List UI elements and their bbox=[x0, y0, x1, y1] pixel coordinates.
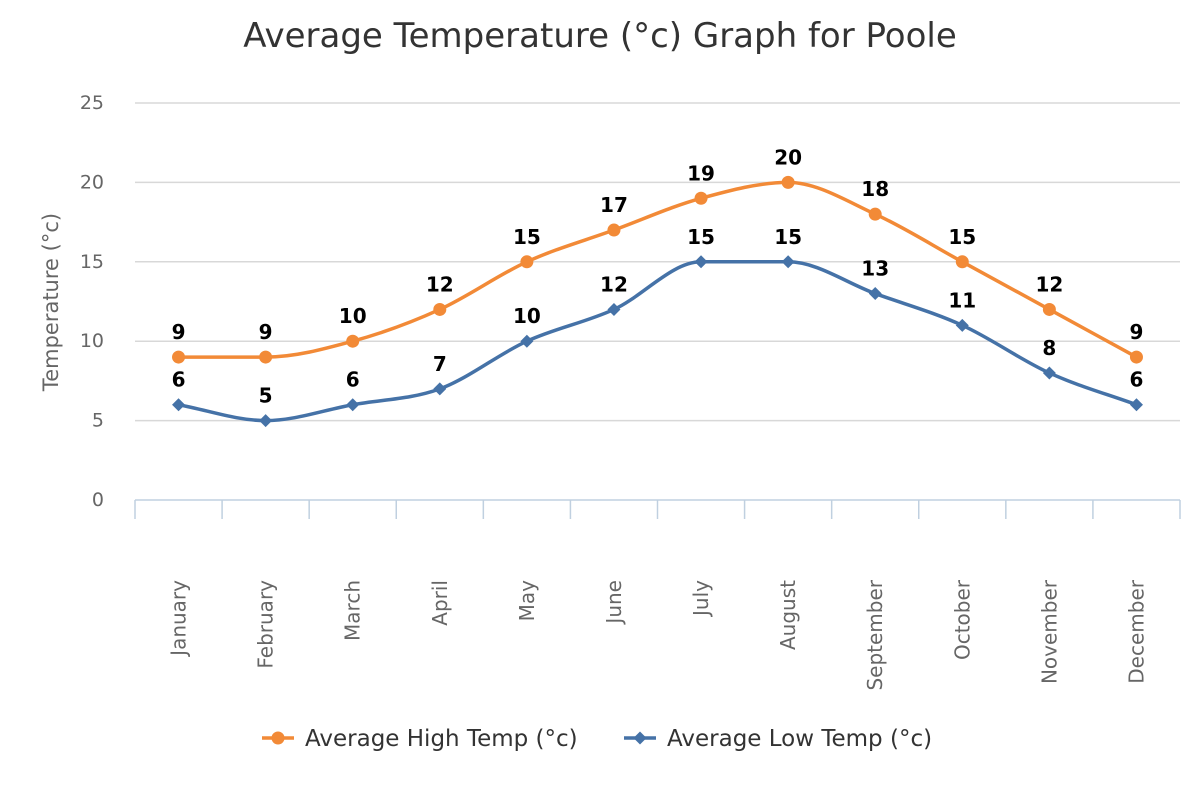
x-tick-label: August bbox=[776, 580, 800, 650]
data-label-high: 10 bbox=[339, 304, 367, 328]
data-label-high: 12 bbox=[1035, 272, 1063, 296]
legend-marker[interactable] bbox=[633, 731, 647, 745]
x-tick-label: July bbox=[689, 580, 713, 618]
data-point-low[interactable] bbox=[172, 398, 186, 412]
x-axis: January February March April May June July Augu… bbox=[134, 499, 1181, 691]
data-point-high[interactable] bbox=[694, 191, 708, 205]
data-point-low[interactable] bbox=[955, 318, 969, 332]
data-label-low: 15 bbox=[774, 225, 802, 249]
grid-lines bbox=[135, 102, 1180, 422]
data-label-high: 15 bbox=[513, 225, 541, 249]
data-label-low: 6 bbox=[172, 368, 186, 392]
data-point-high[interactable] bbox=[1042, 302, 1056, 316]
chart-title: Average Temperature (°c) Graph for Poole bbox=[243, 16, 957, 56]
data-label-high: 9 bbox=[1129, 320, 1143, 344]
data-label-high: 9 bbox=[172, 320, 186, 344]
series-line-high bbox=[178, 180, 1138, 359]
y-tick-label: 20 bbox=[80, 171, 104, 193]
data-label-high: 15 bbox=[948, 225, 976, 249]
y-tick-label: 5 bbox=[92, 410, 104, 432]
x-tick-label: December bbox=[1124, 579, 1148, 683]
data-label-low: 11 bbox=[948, 288, 976, 312]
data-label-low: 8 bbox=[1042, 336, 1056, 360]
legend[interactable]: Average High Temp (°c) Average Low Temp (… bbox=[262, 726, 932, 752]
data-point-low[interactable] bbox=[433, 382, 447, 396]
legend-marker[interactable] bbox=[271, 731, 285, 745]
data-label-low: 15 bbox=[687, 225, 715, 249]
data-point-low[interactable] bbox=[259, 414, 273, 428]
data-point-high[interactable] bbox=[259, 350, 273, 364]
data-point-high[interactable] bbox=[172, 350, 186, 364]
legend-label: Average High Temp (°c) bbox=[305, 726, 578, 752]
data-label-high: 20 bbox=[774, 145, 802, 169]
data-label-high: 9 bbox=[259, 320, 273, 344]
data-point-high[interactable] bbox=[346, 334, 360, 348]
data-label-low: 5 bbox=[259, 384, 273, 408]
data-point-low[interactable] bbox=[1129, 398, 1143, 412]
y-tick-label: 15 bbox=[80, 251, 104, 273]
data-labels: 6 5 6 7 10 12 15 15 13 11 8 6 9 9 10 12 15 17 19 20 18 15 12 9 bbox=[172, 145, 1144, 407]
x-tick-label: June bbox=[602, 580, 626, 626]
data-label-high: 18 bbox=[861, 177, 889, 201]
data-label-low: 10 bbox=[513, 304, 541, 328]
legend-item-low[interactable]: Average Low Temp (°c) bbox=[624, 726, 932, 752]
data-label-low: 6 bbox=[1129, 368, 1143, 392]
x-tick-label: May bbox=[515, 580, 539, 622]
data-point-low[interactable] bbox=[346, 398, 360, 412]
data-label-low: 12 bbox=[600, 272, 628, 296]
series-line-low bbox=[178, 260, 1138, 423]
legend-label: Average Low Temp (°c) bbox=[667, 726, 932, 752]
data-point-high[interactable] bbox=[781, 175, 795, 189]
data-point-high[interactable] bbox=[955, 255, 969, 269]
legend-item-high[interactable]: Average High Temp (°c) bbox=[262, 726, 578, 752]
x-tick-label: March bbox=[341, 580, 365, 641]
x-tick-label: February bbox=[254, 580, 278, 669]
data-point-low[interactable] bbox=[1042, 366, 1056, 380]
data-label-high: 19 bbox=[687, 161, 715, 185]
data-label-low: 13 bbox=[861, 257, 889, 281]
data-point-low[interactable] bbox=[868, 287, 882, 301]
x-tick-label: September bbox=[863, 579, 887, 690]
x-tick-label: October bbox=[950, 579, 974, 660]
data-point-low[interactable] bbox=[694, 255, 708, 269]
data-point-high[interactable] bbox=[1129, 350, 1143, 364]
y-tick-label: 25 bbox=[80, 92, 104, 114]
data-point-high[interactable] bbox=[868, 207, 882, 221]
data-label-high: 17 bbox=[600, 193, 628, 217]
y-tick-label: 0 bbox=[92, 489, 104, 511]
data-point-low[interactable] bbox=[520, 334, 534, 348]
data-point-high[interactable] bbox=[433, 302, 447, 316]
data-point-high[interactable] bbox=[607, 223, 621, 237]
y-axis-label: Temperature (°c) bbox=[39, 213, 63, 392]
data-label-low: 7 bbox=[433, 352, 447, 376]
data-point-low[interactable] bbox=[781, 255, 795, 269]
data-point-low[interactable] bbox=[607, 302, 621, 316]
data-label-high: 12 bbox=[426, 272, 454, 296]
data-label-low: 6 bbox=[346, 368, 360, 392]
x-tick-label: April bbox=[428, 580, 452, 626]
x-tick-label: January bbox=[167, 580, 191, 658]
data-point-high[interactable] bbox=[520, 255, 534, 269]
x-tick-label: November bbox=[1037, 579, 1061, 684]
series-lines bbox=[172, 175, 1143, 428]
y-tick-label: 10 bbox=[80, 330, 104, 352]
y-axis-ticks: 0 5 10 15 20 25 bbox=[80, 92, 104, 511]
